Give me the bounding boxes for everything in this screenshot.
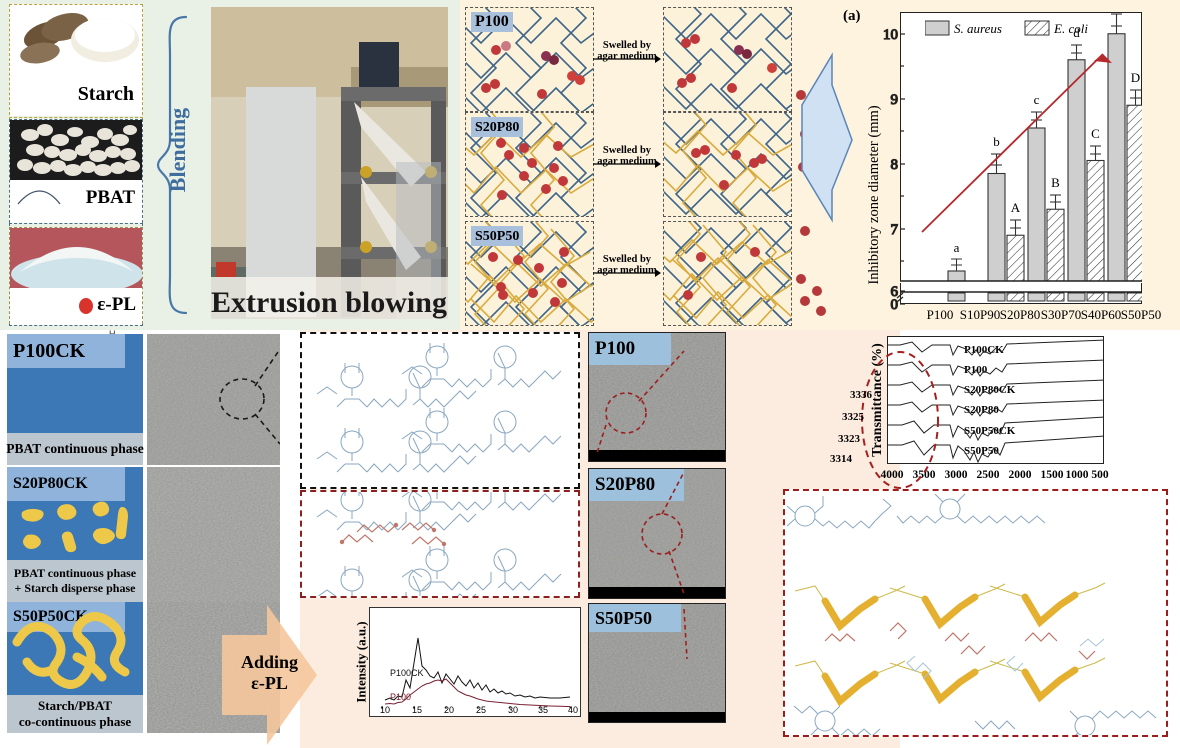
svg-text:S40P60: S40P60 — [1081, 307, 1121, 322]
svg-text:3336: 3336 — [850, 389, 873, 401]
svg-text:7: 7 — [891, 222, 899, 238]
svg-text:P100: P100 — [927, 307, 954, 322]
svg-text:Extrusion blowing: Extrusion blowing — [211, 286, 447, 319]
svg-text:Inhibitory zone diameter (mm): Inhibitory zone diameter (mm) — [868, 105, 882, 284]
svg-text:S10P90: S10P90 — [960, 307, 1000, 322]
svg-text:S50P50: S50P50 — [1121, 307, 1161, 322]
svg-text:3000: 3000 — [945, 469, 968, 481]
svg-text:3323: 3323 — [838, 433, 861, 445]
svg-text:3325: 3325 — [842, 411, 865, 423]
svg-text:500: 500 — [1091, 469, 1109, 481]
svg-text:P100CK: P100CK — [390, 668, 424, 678]
svg-text:2000: 2000 — [1009, 469, 1032, 481]
svg-text:S20P80: S20P80 — [1000, 307, 1040, 322]
svg-text:3314: 3314 — [830, 453, 853, 465]
svg-text:P100: P100 — [390, 692, 411, 702]
svg-text:8: 8 — [891, 157, 899, 173]
svg-text:1000: 1000 — [1066, 469, 1089, 481]
svg-text:10: 10 — [883, 27, 898, 43]
svg-text:9: 9 — [891, 92, 899, 108]
svg-text:2500: 2500 — [977, 469, 1000, 481]
svg-text:1500: 1500 — [1041, 469, 1064, 481]
svg-text:S30P70: S30P70 — [1041, 307, 1081, 322]
